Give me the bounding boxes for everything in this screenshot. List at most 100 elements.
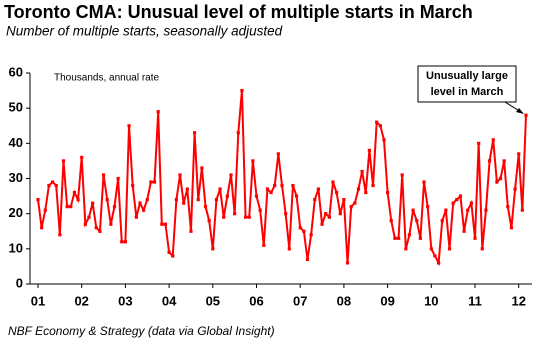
point-marker	[342, 198, 346, 202]
point-marker	[422, 180, 426, 184]
unit-label: Thousands, annual rate	[54, 73, 160, 84]
x-tick-label: 06	[249, 293, 263, 308]
point-marker	[174, 198, 178, 202]
point-marker	[367, 148, 372, 152]
annotation-text: Unusually large	[426, 70, 508, 82]
point-marker	[480, 247, 484, 251]
point-marker	[335, 190, 339, 195]
point-marker	[196, 198, 200, 202]
point-marker	[80, 155, 84, 159]
point-marker	[498, 176, 503, 181]
point-marker	[61, 159, 66, 163]
point-marker	[371, 183, 375, 188]
point-marker	[258, 208, 262, 212]
point-marker	[524, 113, 528, 117]
point-marker	[331, 180, 335, 184]
point-marker	[382, 138, 386, 142]
point-marker	[131, 183, 135, 188]
point-marker	[302, 229, 306, 233]
point-marker	[447, 247, 452, 251]
point-marker	[69, 205, 73, 209]
point-marker	[280, 183, 284, 188]
point-marker	[109, 222, 113, 226]
point-marker	[305, 257, 310, 261]
point-marker	[240, 88, 244, 93]
point-marker	[338, 212, 342, 216]
x-tick-label: 03	[118, 293, 132, 308]
point-marker	[214, 198, 219, 202]
chart-title: Toronto CMA: Unusual level of multiple s…	[4, 2, 473, 22]
point-marker	[484, 208, 488, 212]
point-marker	[156, 110, 160, 114]
point-marker	[320, 222, 324, 226]
point-marker	[54, 183, 58, 188]
y-tick-label: 10	[9, 240, 23, 255]
point-marker	[353, 201, 357, 205]
point-marker	[265, 187, 270, 191]
point-marker	[142, 208, 146, 212]
point-marker	[262, 243, 266, 247]
x-tick-label: 05	[206, 293, 220, 308]
point-marker	[251, 159, 255, 163]
annotation-text: level in March	[431, 86, 504, 98]
point-marker	[469, 201, 473, 205]
point-marker	[404, 247, 408, 251]
point-marker	[236, 131, 240, 135]
y-tick-label: 0	[16, 275, 23, 290]
point-marker	[324, 212, 328, 216]
point-marker	[58, 233, 62, 237]
point-marker	[462, 229, 466, 233]
point-marker	[222, 215, 226, 219]
y-tick-label: 60	[9, 64, 23, 79]
point-marker	[152, 180, 157, 184]
x-tick-label: 07	[293, 293, 307, 308]
point-marker	[138, 201, 142, 205]
point-marker	[411, 208, 415, 212]
point-marker	[509, 226, 514, 230]
point-marker	[50, 180, 55, 184]
point-marker	[211, 247, 215, 251]
series-line	[37, 90, 527, 267]
point-marker	[477, 141, 481, 145]
point-marker	[407, 233, 412, 237]
point-marker	[145, 198, 149, 202]
point-marker	[466, 208, 470, 212]
point-marker	[112, 205, 117, 209]
point-marker	[207, 219, 211, 223]
point-marker	[247, 215, 251, 219]
point-marker	[243, 215, 248, 219]
point-marker	[254, 194, 259, 198]
point-marker	[291, 183, 295, 188]
point-marker	[123, 240, 128, 244]
point-marker	[284, 212, 288, 216]
point-marker	[91, 201, 95, 205]
point-marker	[94, 226, 98, 230]
point-marker	[178, 173, 182, 177]
point-marker	[440, 219, 444, 223]
point-marker	[360, 169, 364, 174]
point-marker	[200, 166, 204, 170]
point-marker	[491, 138, 495, 142]
point-marker	[444, 208, 448, 212]
point-marker	[433, 254, 437, 258]
point-marker	[83, 222, 87, 226]
point-marker	[105, 198, 109, 202]
point-marker	[163, 222, 168, 226]
point-marker	[218, 187, 222, 191]
point-marker	[309, 233, 313, 237]
point-marker	[76, 198, 80, 202]
point-marker	[455, 198, 459, 202]
x-tick-label: 12	[511, 293, 525, 308]
chart-subtitle: Number of multiple starts, seasonally ad…	[6, 24, 283, 39]
point-marker	[160, 222, 164, 226]
point-marker	[40, 226, 44, 230]
point-marker	[513, 187, 517, 191]
point-marker	[36, 198, 40, 202]
point-marker	[418, 236, 422, 240]
point-marker	[171, 254, 175, 258]
point-marker	[101, 173, 106, 177]
point-marker	[426, 205, 430, 209]
point-marker	[225, 194, 229, 198]
point-marker	[451, 201, 455, 205]
